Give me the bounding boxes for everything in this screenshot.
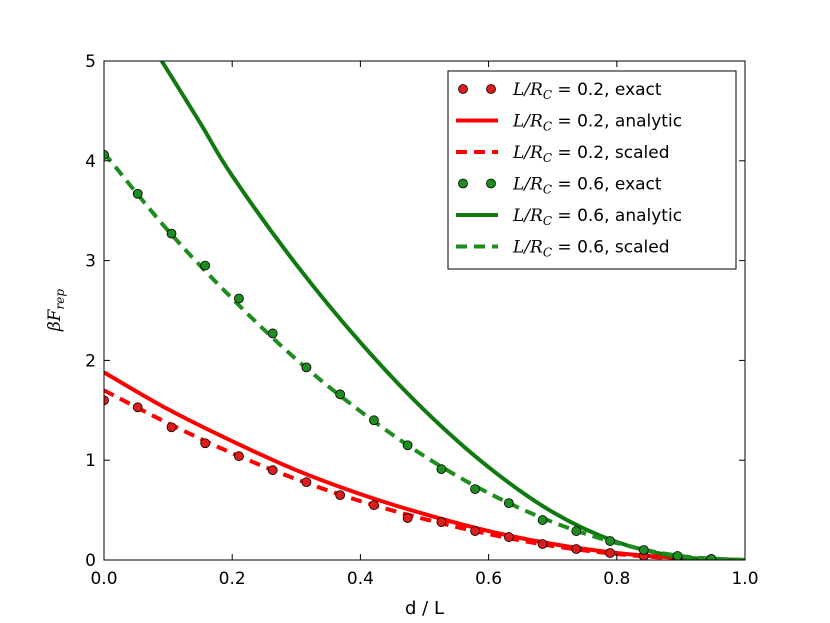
x-tick-label-4: 0.8 [603,569,630,589]
legend-label-sub: C [543,183,552,197]
s4-point-14 [571,526,582,536]
y-tick-label-0: 0 [85,551,96,571]
s4-point-13 [537,515,548,525]
legend-marker-s1-0 [458,84,468,94]
legend-label-sub: C [543,214,552,228]
y-tick-label-3: 3 [85,252,96,272]
s1-point-4 [234,451,244,462]
legend-label-text: = 0.6, scaled [552,238,670,258]
s4-point-10 [436,464,447,475]
legend-label-s2: L/RC = 0.2, analytic [512,112,682,134]
s1-point-10 [436,517,447,527]
y-tick-label-5: 5 [85,52,96,72]
y-tick-label-2: 2 [85,351,96,371]
legend-label-math: L/R [512,80,543,100]
legend-label-math: L/R [512,143,543,163]
s1-point-1 [132,402,143,413]
legend-box [447,70,737,270]
s1-point-12 [503,532,514,542]
s1-point-6 [301,477,312,488]
legend-label-text: = 0.2, scaled [552,143,670,163]
s4-point-9 [402,440,413,451]
plot-frame [103,60,746,561]
legend-label-math: L/R [512,238,543,258]
s4-point-2 [166,228,177,239]
x-tick-label-1: 0.2 [219,569,246,589]
legend-label-s6: L/RC = 0.6, scaled [512,238,670,260]
y-axis-label-sub: rep [53,289,67,310]
x-tick-label-0: 0.0 [90,569,117,589]
legend-label-math: L/R [512,175,543,195]
s1-point-14 [571,544,582,554]
s4-point-12 [503,498,514,509]
s4-point-15 [605,536,615,546]
legend-label-sub: C [543,246,552,260]
s4-point-5 [267,328,278,339]
x-tick-label-5: 1.0 [731,569,758,589]
s4-point-16 [638,545,649,555]
legend-label-s1: L/RC = 0.2, exact [512,80,662,102]
s1-point-0 [104,395,109,406]
legend-label-sub: C [543,151,552,165]
s1-point-8 [369,500,379,511]
s1-point-15 [605,548,615,558]
s1-point-9 [402,513,413,523]
legend-label-math: L/R [512,206,543,226]
s4-point-11 [470,484,480,495]
legend-marker-s4-0 [458,178,468,189]
y-tick-label-1: 1 [85,451,96,471]
s4-point-18 [706,554,717,560]
legend-label-math: L/R [512,112,543,132]
legend-label-text: = 0.2, exact [552,80,662,100]
s4-point-8 [369,415,379,426]
legend-label-text: = 0.6, analytic [552,206,682,226]
s1-point-13 [537,539,548,549]
s4-point-17 [672,551,683,560]
s1-point-2 [166,422,177,433]
legend-label-text: = 0.2, analytic [552,112,682,132]
y-tick-label-4: 4 [85,152,96,172]
legend-label-text: = 0.6, exact [552,175,662,195]
x-axis-label: d / L [405,598,444,619]
tick-layer: 0.0 0.2 0.4 0.6 0.8 1.0 0 1 2 3 4 5 [85,52,758,589]
s4-point-7 [335,389,346,400]
s1-point-11 [470,526,480,536]
x-tick-label-2: 0.4 [347,569,374,589]
s4-point-0 [104,149,109,160]
s3-line [104,388,745,560]
s1-point-7 [335,490,346,501]
s1-point-5 [267,465,278,476]
s4-point-1 [132,188,143,199]
series-layer [104,61,745,560]
s4-point-4 [234,293,244,304]
legend-label-s3: L/RC = 0.2, scaled [512,143,670,165]
s4-point-3 [200,260,211,271]
legend-marker-s4-1 [486,178,496,189]
x-tick-label-3: 0.6 [475,569,502,589]
y-axis-label: βFrep [45,289,67,332]
legend-label-sub: C [543,88,552,102]
s4-point-6 [301,362,312,373]
legend-marker-s1-1 [486,84,496,94]
y-axis-label-main: βF [45,308,65,332]
legend-label-s4: L/RC = 0.6, exact [512,175,662,197]
s1-point-3 [200,438,211,449]
legend-label-s5: L/RC = 0.6, analytic [512,206,682,228]
legend-label-sub: C [543,120,552,134]
